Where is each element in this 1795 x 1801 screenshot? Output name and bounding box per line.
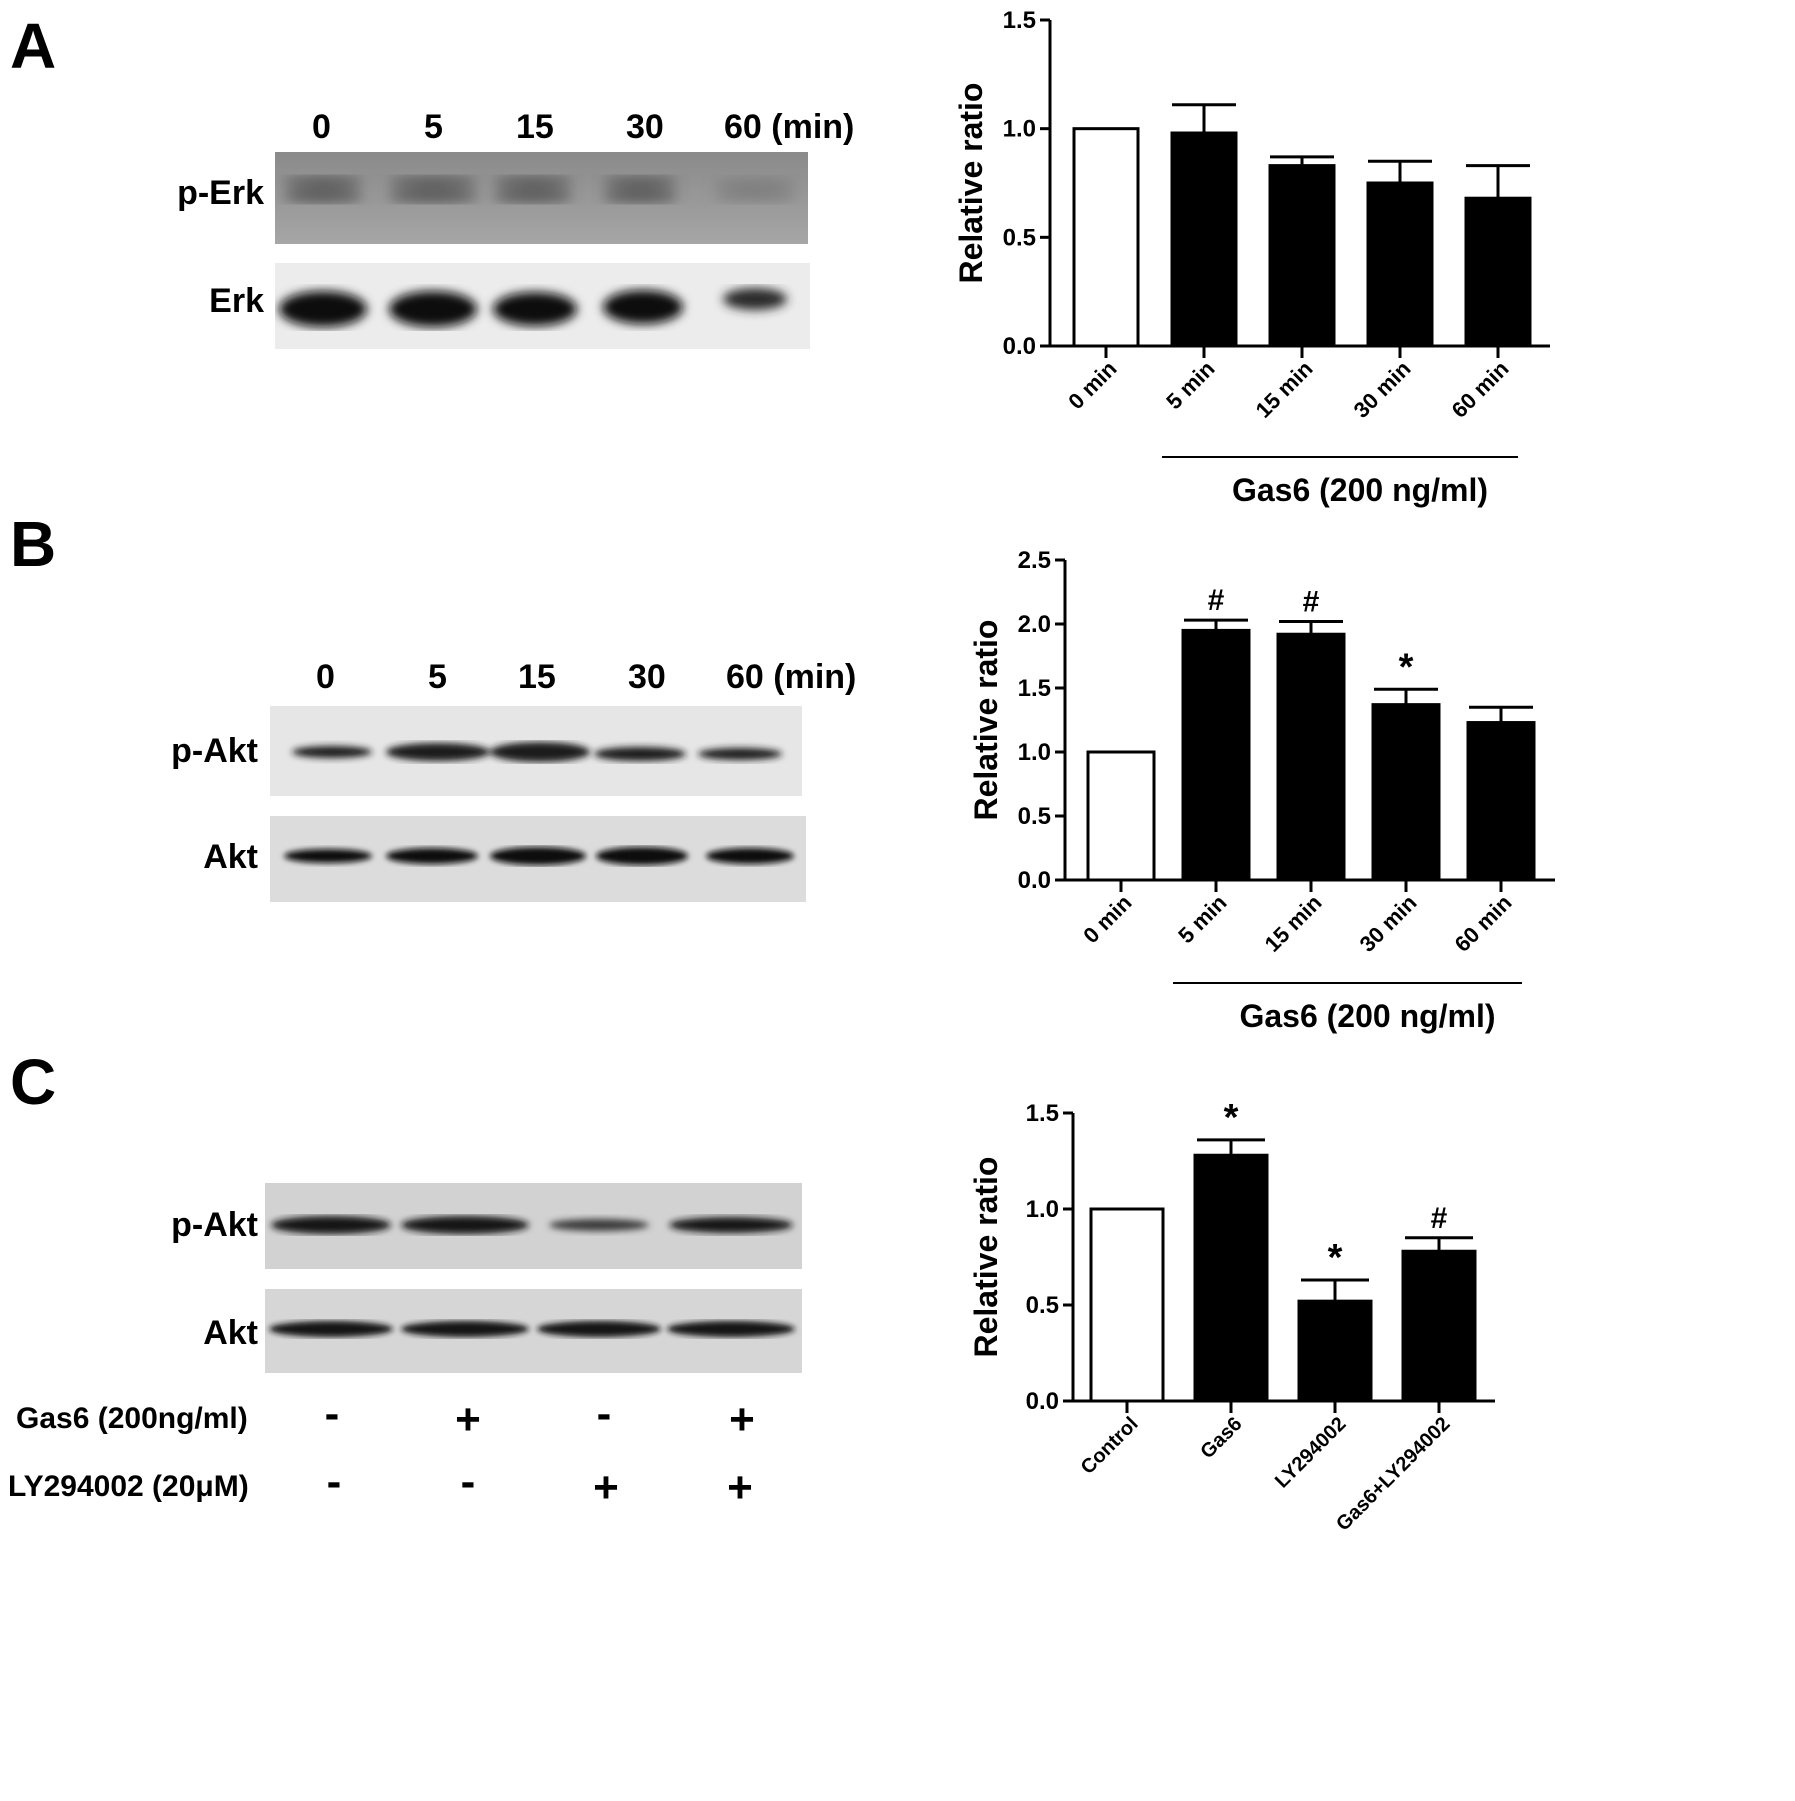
lane-label: 30 [626, 108, 664, 146]
y-tick-label: 1.5 [1026, 1100, 1059, 1127]
y-tick-label: 0.5 [1018, 803, 1051, 830]
panel-letter-b: B [10, 508, 57, 580]
significance-marker: # [1431, 1202, 1448, 1235]
y-tick-label: 1.5 [1018, 675, 1051, 702]
significance-marker: * [1328, 1237, 1343, 1279]
treatment-label-ly294002: LY294002 (20μM) [8, 1470, 249, 1503]
blot-row-label: Erk [209, 282, 264, 320]
panel-letter-c: C [10, 1046, 57, 1118]
lane-label: 60 (min) [724, 108, 855, 146]
bar-chart-b: 0.0 0.5 1.0 1.5 2.0 2.5 Relative ratio 0 min #5 … [955, 540, 1595, 1040]
western-blot-akt-inhibitor [265, 1289, 802, 1373]
lane-label: 5 [428, 658, 447, 696]
y-tick-label: 0.0 [1026, 1388, 1059, 1415]
treatment-sign: + [455, 1395, 481, 1444]
treatment-sign: - [596, 1389, 612, 1438]
significance-marker: * [1399, 646, 1414, 688]
y-axis-label: Relative ratio [953, 83, 989, 284]
treatment-sign: - [460, 1457, 476, 1506]
bar [1464, 196, 1532, 348]
y-axis-label: Relative ratio [968, 1157, 1004, 1358]
x-tick-label: LY294002 [1271, 1413, 1351, 1493]
blot-row-label: Akt [203, 1314, 258, 1352]
blot-row-label: p-Akt [171, 1206, 258, 1244]
panel-letter-a: A [10, 10, 57, 82]
lane-label: 60 (min) [726, 658, 857, 696]
x-tick-label: 15 min [1260, 890, 1327, 957]
bar [1401, 1249, 1477, 1403]
y-tick-label: 0.5 [1003, 224, 1036, 251]
bar [1366, 181, 1434, 348]
bar-chart-a: 0.0 0.5 1.0 1.5 Relative ratio 0 min 5 min 15 m… [940, 0, 1580, 515]
treatment-label-gas6: Gas6 (200ng/ml) [16, 1402, 248, 1435]
x-tick-label: Gas6+LY294002 [1332, 1413, 1454, 1535]
y-axis-label: Relative ratio [968, 620, 1004, 821]
group-label: Gas6 (200 ng/ml) [1239, 998, 1495, 1034]
lane-label: 5 [424, 108, 443, 146]
y-tick-label: 1.0 [1018, 739, 1051, 766]
treatment-sign: + [729, 1395, 755, 1444]
lane-label: 15 [518, 658, 556, 696]
y-tick-label: 2.0 [1018, 611, 1051, 638]
bar [1089, 1207, 1165, 1403]
x-tick-label: 60 min [1447, 356, 1514, 423]
lane-label: 30 [628, 658, 666, 696]
x-tick-label: 30 min [1355, 890, 1422, 957]
bar [1181, 628, 1251, 882]
significance-marker: # [1303, 585, 1320, 618]
lane-label: 0 [316, 658, 335, 696]
bar [1086, 750, 1156, 882]
treatment-sign: - [326, 1457, 342, 1506]
y-tick-label: 0.0 [1018, 867, 1051, 894]
y-tick-label: 0.5 [1026, 1292, 1059, 1319]
bar [1268, 164, 1336, 348]
x-tick-label: 5 min [1161, 356, 1219, 414]
lane-label: 15 [516, 108, 554, 146]
bar-chart-c: 0.0 0.5 1.0 1.5 Relative ratio Control * Gas6 * L… [955, 1085, 1595, 1795]
x-tick-label: 60 min [1450, 890, 1517, 957]
treatment-sign: + [727, 1463, 753, 1512]
bar [1276, 632, 1346, 882]
x-tick-label: 0 min [1078, 890, 1136, 948]
bar [1170, 131, 1238, 348]
bar [1193, 1153, 1269, 1403]
western-blot-akt [270, 816, 806, 902]
x-tick-label: 0 min [1063, 356, 1121, 414]
bar [1297, 1299, 1373, 1403]
bar [1371, 703, 1441, 882]
x-tick-label: Gas6 [1196, 1413, 1246, 1463]
y-tick-label: 1.5 [1003, 7, 1036, 34]
blot-row-label: Akt [203, 838, 258, 876]
significance-marker: # [1208, 584, 1225, 617]
y-tick-label: 1.0 [1003, 116, 1036, 143]
blot-row-label: p-Akt [171, 732, 258, 770]
treatment-sign: + [593, 1463, 619, 1512]
y-tick-label: 2.5 [1018, 547, 1051, 574]
x-tick-label: Control [1077, 1413, 1143, 1479]
western-blot-erk [275, 263, 810, 349]
y-tick-label: 1.0 [1026, 1196, 1059, 1223]
group-label: Gas6 (200 ng/ml) [1232, 472, 1488, 508]
significance-marker: * [1224, 1097, 1239, 1139]
western-blot-p-akt [270, 706, 802, 796]
x-tick-label: 30 min [1349, 356, 1416, 423]
western-blot-p-akt-inhibitor [265, 1183, 802, 1269]
bar [1072, 127, 1140, 348]
y-tick-label: 0.0 [1003, 333, 1036, 360]
treatment-sign: - [324, 1389, 340, 1438]
bar [1466, 721, 1536, 882]
western-blot-p-erk [275, 152, 808, 244]
blot-row-label: p-Erk [177, 174, 264, 212]
lane-label: 0 [312, 108, 331, 146]
x-tick-label: 5 min [1173, 890, 1231, 948]
x-tick-label: 15 min [1251, 356, 1318, 423]
